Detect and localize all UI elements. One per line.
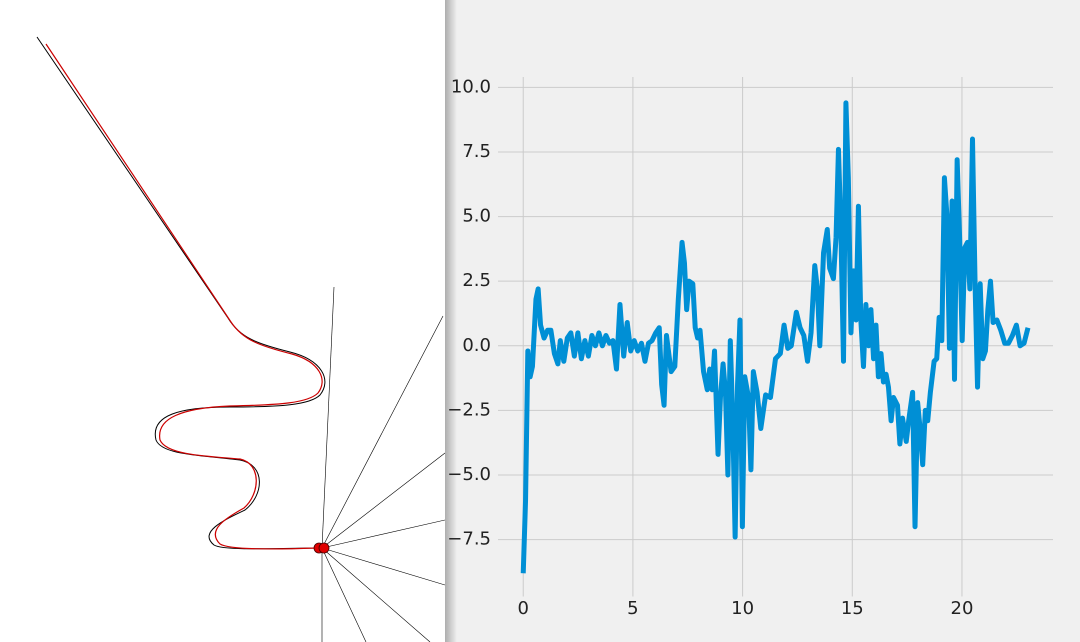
sensor-ray xyxy=(321,519,446,549)
panel-shadow xyxy=(445,0,457,642)
y-tick-label: 0.0 xyxy=(462,335,491,356)
y-tick-label: −2.5 xyxy=(447,399,491,420)
driven-path xyxy=(45,43,323,550)
sensor-ray xyxy=(321,547,431,642)
sensor-rays xyxy=(321,286,446,642)
robot-body xyxy=(318,542,330,554)
sensor-ray xyxy=(321,315,444,549)
y-tick-label: 10.0 xyxy=(451,76,491,97)
robot xyxy=(313,542,330,554)
x-tick-label: 20 xyxy=(951,598,974,619)
sensor-ray xyxy=(321,452,446,549)
y-tick-label: −7.5 xyxy=(447,529,491,550)
x-tick-label: 15 xyxy=(841,598,864,619)
sensor-ray xyxy=(321,547,446,586)
data-line xyxy=(520,100,1031,574)
y-tick-label: 5.0 xyxy=(462,206,491,227)
x-tick-label: 5 xyxy=(627,598,638,619)
x-tick-label: 0 xyxy=(518,598,529,619)
sensor-ray xyxy=(321,286,335,549)
y-tick-label: 7.5 xyxy=(462,141,491,162)
y-tick-label: 2.5 xyxy=(462,270,491,291)
x-tick-label: 10 xyxy=(731,598,754,619)
reference-path xyxy=(36,36,326,550)
sensor-ray xyxy=(321,547,367,642)
trajectory-view xyxy=(36,36,446,642)
y-tick-label: −5.0 xyxy=(447,464,491,485)
